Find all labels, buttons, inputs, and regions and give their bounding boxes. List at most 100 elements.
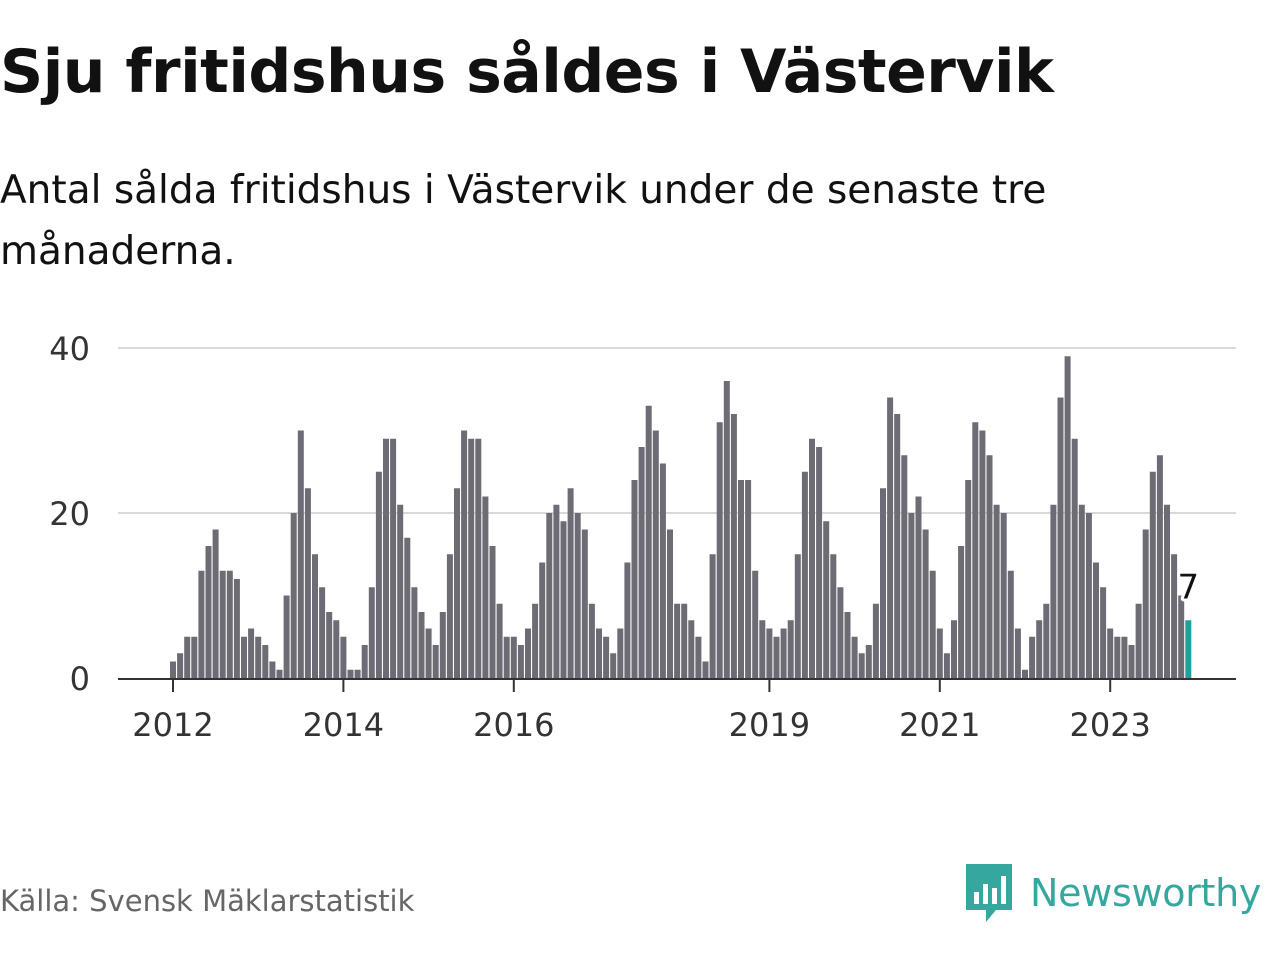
bar: [965, 480, 972, 678]
bar: [780, 628, 787, 678]
bar: [560, 521, 567, 678]
bar: [723, 381, 730, 678]
bar: [517, 645, 524, 678]
bar: [1071, 438, 1078, 678]
bar: [446, 554, 453, 678]
newsworthy-logo-icon: [966, 864, 1012, 922]
bar: [340, 636, 347, 678]
bar: [1036, 620, 1043, 678]
bar: [418, 612, 425, 678]
bar: [745, 480, 752, 678]
bar: [375, 471, 382, 678]
bar: [596, 628, 602, 678]
bar: [667, 529, 673, 678]
bar: [574, 513, 581, 678]
bar: [1121, 636, 1128, 678]
bar: [425, 628, 432, 678]
bar: [588, 603, 595, 678]
y-tick-label: 40: [49, 330, 90, 368]
bars: [170, 356, 1192, 678]
bar: [546, 513, 553, 678]
bar: [617, 628, 624, 678]
bar: [716, 422, 723, 678]
bar: [1128, 645, 1135, 678]
bar: [312, 554, 318, 678]
bar: [887, 397, 894, 678]
y-axis-labels: 0 20 40: [49, 330, 90, 698]
bar: [674, 603, 681, 678]
chart-title: Sju fritidshus såldes i Västervik: [0, 37, 1054, 107]
bar: [823, 521, 830, 678]
bar: [475, 438, 482, 678]
x-tick-label: 2019: [729, 706, 810, 744]
bar: [929, 570, 936, 678]
bar: [1085, 513, 1092, 678]
y-tick-label: 0: [70, 660, 90, 698]
bar: [979, 430, 986, 678]
x-tick-label: 2016: [473, 706, 554, 744]
bar: [333, 620, 340, 678]
x-tick-label: 2023: [1069, 706, 1150, 744]
bar: [454, 488, 460, 678]
bar: [773, 636, 780, 678]
bar: [233, 579, 240, 678]
bar: [894, 414, 901, 678]
bar: [532, 603, 539, 678]
bar: [986, 455, 993, 678]
bar: [361, 645, 368, 678]
bar: [1164, 504, 1170, 678]
bar: [354, 669, 361, 678]
bar: [212, 529, 219, 678]
bar: [880, 488, 886, 678]
bar: [347, 669, 354, 678]
bar: [1078, 504, 1085, 678]
bar: [794, 554, 801, 678]
bar: [432, 645, 439, 678]
bar: [226, 570, 233, 678]
x-axis-labels: 2012 2014 2016 2019 2021 2023: [132, 706, 1151, 744]
bar: [936, 628, 943, 678]
bar: [496, 603, 503, 678]
bar: [851, 636, 858, 678]
bar: [688, 620, 695, 678]
bar: [304, 488, 311, 678]
bar: [390, 438, 397, 678]
bar: [1149, 471, 1156, 678]
bar: [404, 537, 411, 678]
bar: [326, 612, 333, 678]
bar: [191, 636, 198, 678]
bar: [283, 595, 290, 678]
bar: [787, 620, 794, 678]
bar: [645, 405, 652, 678]
bar: [503, 636, 510, 678]
bar: [631, 480, 638, 678]
bar: [709, 554, 716, 678]
bar: [297, 430, 304, 678]
gridlines: [118, 347, 1236, 514]
bar: [489, 546, 496, 678]
bar: [865, 645, 872, 678]
bar: [1093, 562, 1099, 678]
bar: [603, 636, 610, 678]
bar: [872, 603, 879, 678]
bar: [837, 587, 844, 678]
bar: [461, 430, 468, 678]
bar: [1000, 513, 1007, 678]
bar: [205, 546, 212, 678]
bar: [915, 496, 922, 678]
x-tick-label: 2012: [132, 706, 213, 744]
bar: [958, 546, 965, 678]
bar-latest: [1185, 620, 1192, 678]
bar: [610, 653, 617, 678]
bar: [638, 447, 645, 678]
bar: [1014, 628, 1021, 678]
chart-subtitle: Antal sålda fritidshus i Västervik under…: [0, 168, 1047, 274]
bar: [1156, 455, 1163, 678]
bar: [248, 628, 255, 678]
bar: [567, 488, 574, 678]
bar: [397, 504, 404, 678]
bar: [553, 504, 560, 678]
bar: [482, 496, 489, 678]
bar: [652, 430, 659, 678]
bar: [1107, 628, 1114, 678]
